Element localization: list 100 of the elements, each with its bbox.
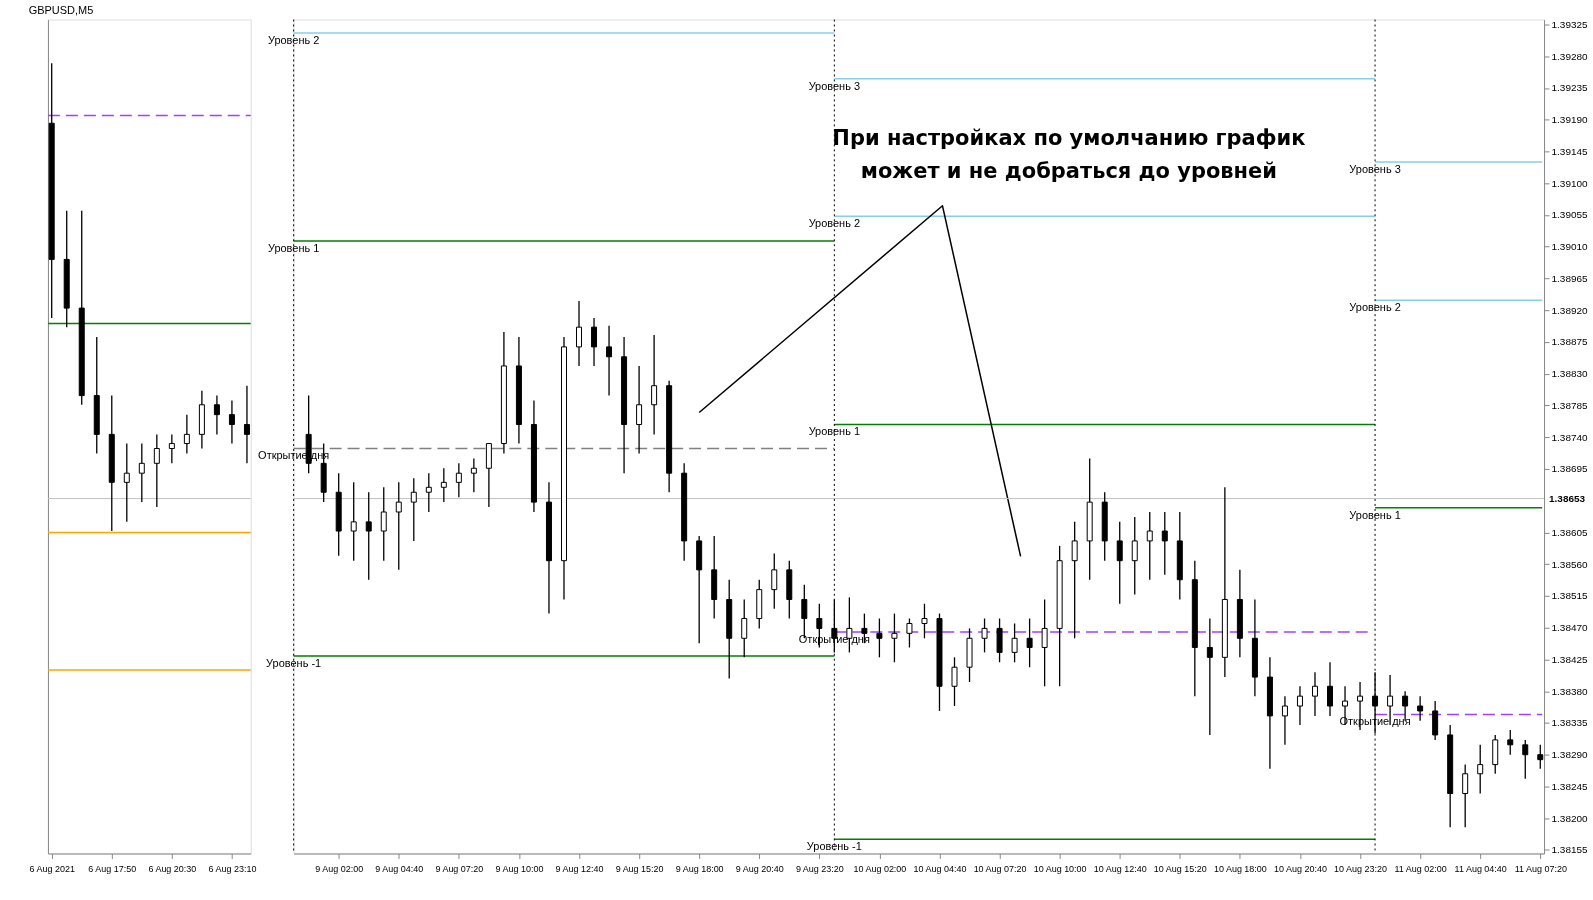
candlestick	[1311, 671, 1318, 717]
y-tick-label: 1.38695	[1551, 463, 1589, 475]
annotation: Уровень 2	[267, 33, 320, 46]
chart-title: GBPUSD,M5	[28, 3, 94, 16]
y-tick-label: 1.38335	[1551, 717, 1589, 729]
y-tick-label: 1.38560	[1551, 558, 1589, 570]
candlestick	[138, 442, 145, 503]
annotation: Уровень -1	[266, 656, 322, 669]
annotation: Уровень 3	[1349, 163, 1401, 176]
y-tick-label: 1.38515	[1551, 590, 1589, 602]
annotation: Уровень 3	[808, 79, 861, 92]
x-tick-label: 10 Aug 12:40	[1093, 863, 1147, 874]
x-tick-label: 10 Aug 23:20	[1334, 863, 1387, 874]
x-tick-label: 6 Aug 17:50	[88, 863, 137, 874]
candlestick	[228, 399, 235, 445]
ref-line-label: 1.38653	[1549, 492, 1586, 504]
candlestick	[996, 617, 1003, 663]
y-tick-label: 1.38740	[1551, 431, 1589, 443]
y-tick-label: 1.38470	[1551, 622, 1589, 634]
candlestick	[365, 491, 372, 581]
annotation: Уровень 2	[808, 217, 861, 230]
y-tick-label: 1.38785	[1551, 399, 1589, 411]
x-tick-label: 10 Aug 02:00	[853, 863, 907, 874]
x-tick-label: 6 Aug 20:30	[148, 863, 197, 874]
y-tick-label: 1.38920	[1551, 304, 1589, 316]
candlestick	[1432, 700, 1439, 741]
candlestick	[651, 334, 658, 436]
x-tick-label: 10 Aug 18:00	[1213, 863, 1267, 874]
candlestick	[425, 472, 432, 513]
candlestick	[636, 365, 643, 455]
y-tick-label: 1.38200	[1551, 812, 1589, 824]
annotation: Уровень 2	[1349, 301, 1401, 314]
y-tick-label: 1.39055	[1551, 209, 1589, 221]
x-tick-label: 9 Aug 12:40	[555, 863, 604, 874]
candlestick	[1206, 617, 1213, 736]
y-tick-label: 1.38425	[1551, 653, 1589, 665]
y-tick-label: 1.39280	[1551, 50, 1589, 62]
x-tick-label: 9 Aug 23:20	[795, 863, 844, 874]
x-tick-label: 6 Aug 23:10	[208, 863, 257, 874]
annotation: При настройках по умолчанию график может и не добраться до уровней	[832, 125, 1306, 183]
candlestick	[168, 433, 175, 464]
candlestick	[1387, 674, 1394, 726]
annotation: Уровень 1	[808, 425, 861, 438]
x-tick-label: 10 Aug 04:40	[913, 863, 967, 874]
candlestick	[1417, 695, 1424, 722]
candlestick	[1161, 511, 1168, 576]
candlestick	[1296, 685, 1303, 726]
candlestick	[876, 617, 883, 658]
candlestick	[846, 596, 853, 654]
y-tick-label: 1.38245	[1551, 780, 1589, 792]
y-tick-label: 1.38290	[1551, 749, 1589, 761]
candlestick	[771, 552, 778, 610]
candlestick	[1507, 729, 1514, 756]
x-tick-label: 9 Aug 10:00	[495, 863, 544, 874]
y-tick-label: 1.39325	[1551, 18, 1589, 30]
x-tick-label: 11 Aug 02:00	[1394, 863, 1447, 874]
candlestick	[470, 457, 477, 493]
annotation: Уровень 1	[267, 242, 320, 255]
candlestick	[741, 598, 748, 658]
x-tick-label: 9 Aug 20:40	[735, 863, 784, 874]
x-tick-label: 11 Aug 07:20	[1514, 863, 1567, 874]
candlestick	[891, 612, 898, 663]
x-tick-label: 9 Aug 18:00	[675, 863, 724, 874]
candlestick	[455, 462, 462, 498]
candlestick	[606, 325, 613, 397]
x-tick-label: 10 Aug 20:40	[1274, 863, 1327, 874]
candlestick	[1281, 695, 1288, 746]
candlestick	[213, 394, 220, 436]
x-tick-label: 10 Aug 15:20	[1153, 863, 1207, 874]
y-tick-label: 1.38965	[1551, 272, 1589, 284]
y-tick-label: 1.38380	[1551, 685, 1589, 697]
candlestick	[183, 413, 190, 455]
y-tick-label: 1.38605	[1551, 526, 1589, 538]
annotation: Уровень -1	[806, 840, 862, 853]
candlestick	[1026, 617, 1033, 668]
candlestick	[1462, 763, 1469, 829]
y-tick-label: 1.38830	[1551, 368, 1589, 380]
candlestick	[1477, 744, 1484, 795]
annotation: Уровень 1	[1349, 508, 1401, 521]
y-tick-label: 1.39145	[1551, 145, 1589, 157]
candlestick	[395, 481, 402, 571]
candlestick	[1116, 521, 1123, 605]
candlestick	[123, 442, 130, 523]
x-tick-label: 6 Aug 2021	[29, 863, 75, 874]
candlestick	[380, 486, 387, 562]
candlestick	[1131, 516, 1138, 596]
candlestick	[243, 385, 250, 464]
x-tick-label: 9 Aug 04:40	[375, 863, 424, 874]
candlestick	[1071, 521, 1078, 639]
candlestick	[591, 317, 598, 367]
candlestick	[440, 467, 447, 503]
y-tick-label: 1.39190	[1551, 114, 1589, 126]
y-tick-label: 1.38155	[1551, 844, 1589, 856]
candlestick	[906, 617, 913, 649]
candlestick	[951, 656, 958, 707]
x-tick-label: 9 Aug 15:20	[615, 863, 664, 874]
candlestick	[410, 477, 417, 542]
y-tick-label: 1.38875	[1551, 336, 1589, 348]
y-tick-label: 1.39235	[1551, 82, 1589, 94]
candlestick	[1011, 622, 1018, 663]
